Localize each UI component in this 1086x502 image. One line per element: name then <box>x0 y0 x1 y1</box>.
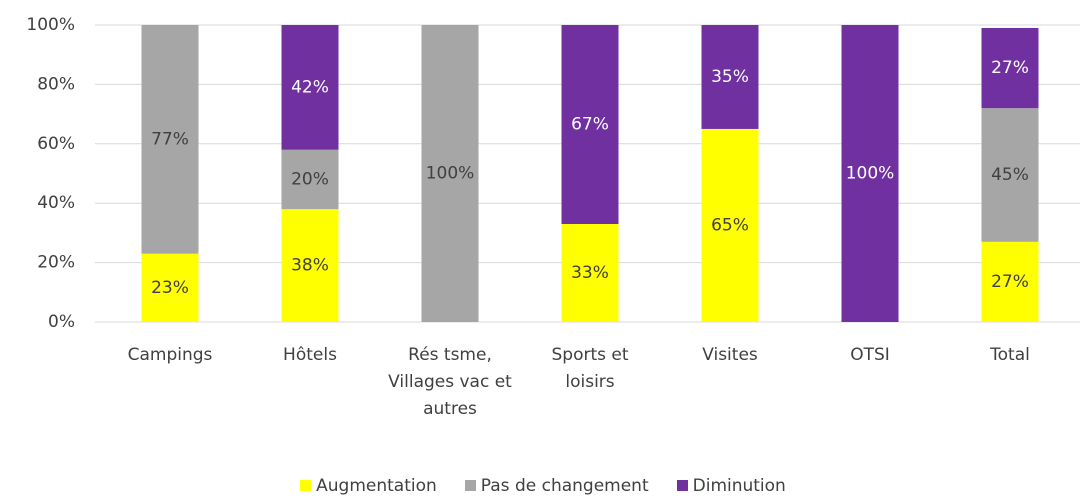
bar-segment <box>141 25 199 254</box>
x-tick-label: Campings <box>127 345 213 365</box>
y-tick-label: 40% <box>37 193 75 213</box>
data-label: 100% <box>426 164 475 184</box>
bar-segment <box>561 223 619 322</box>
bar-segment <box>281 25 339 150</box>
bar-segment <box>841 25 899 322</box>
bar-segment <box>561 25 619 224</box>
legend-swatch <box>300 480 312 491</box>
x-tick-label: OTSI <box>850 345 890 365</box>
legend-label: Diminution <box>692 476 786 496</box>
x-tick-label: Sports et loisirs <box>551 345 629 392</box>
data-label: 33% <box>571 263 609 283</box>
data-label: 100% <box>846 164 895 184</box>
legend-item: Augmentation <box>300 476 437 496</box>
y-tick-label: 20% <box>37 253 75 273</box>
legend-label: Augmentation <box>316 476 437 496</box>
bar-segment <box>701 25 759 129</box>
legend-swatch <box>676 480 688 491</box>
x-tick-label: Total <box>990 345 1030 365</box>
data-label: 27% <box>991 272 1029 292</box>
bar-segment <box>141 253 199 322</box>
data-label: 20% <box>291 169 329 189</box>
bar-segment <box>421 25 479 322</box>
bar-segment <box>981 27 1039 109</box>
data-label: 77% <box>151 129 189 149</box>
y-tick-label: 0% <box>48 312 75 332</box>
data-label: 45% <box>991 165 1029 185</box>
bar-segment <box>981 108 1039 242</box>
data-label: 42% <box>291 77 329 97</box>
bar-segment <box>281 149 339 210</box>
data-label: 67% <box>571 114 609 134</box>
legend: Augmentation Pas de changement Diminution <box>0 476 1086 496</box>
y-tick-label: 60% <box>37 134 75 154</box>
x-tick-label: Hôtels <box>283 345 337 365</box>
legend-label: Pas de changement <box>480 476 649 496</box>
legend-item: Pas de changement <box>464 476 649 496</box>
data-label: 27% <box>991 58 1029 78</box>
data-label: 23% <box>151 278 189 298</box>
bar-segment <box>981 241 1039 322</box>
y-tick-label: 80% <box>37 74 75 94</box>
data-label: 65% <box>711 215 749 235</box>
bar-segment <box>701 128 759 322</box>
y-tick-label: 100% <box>26 15 75 35</box>
legend-swatch <box>464 480 476 491</box>
data-label: 35% <box>711 67 749 87</box>
data-label: 38% <box>291 256 329 276</box>
x-tick-label: Visites <box>702 345 758 365</box>
x-tick-label: Rés tsme, Villages vac et autres <box>388 345 512 419</box>
bar-segment <box>281 209 339 322</box>
legend-item: Diminution <box>676 476 786 496</box>
